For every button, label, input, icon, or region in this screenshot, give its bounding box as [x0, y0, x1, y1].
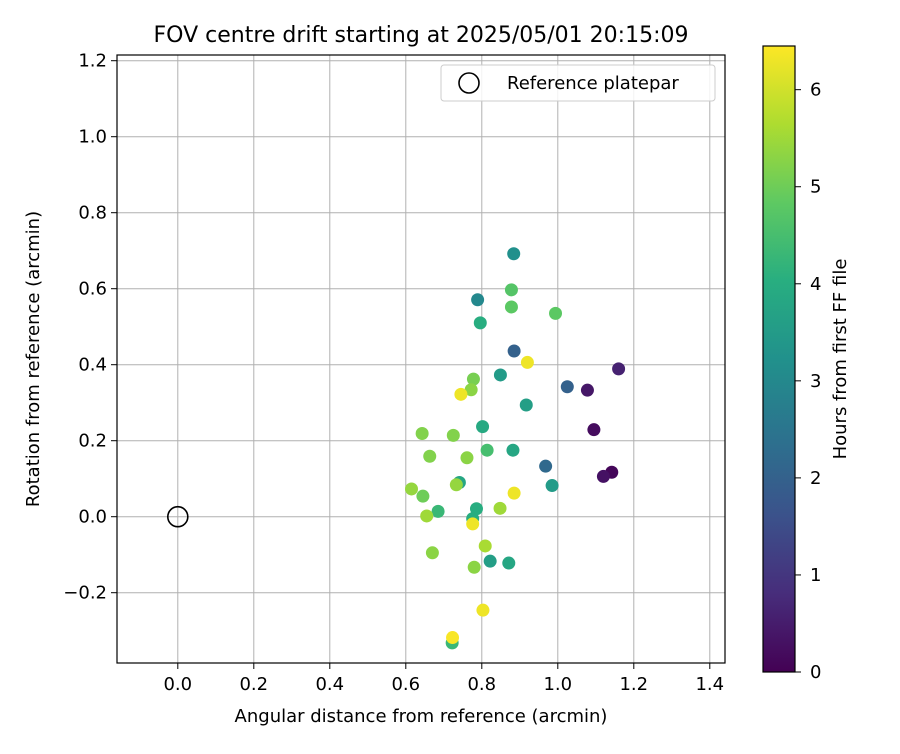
y-tick-label: 0.8	[78, 203, 107, 224]
data-point	[507, 247, 521, 261]
y-axis-ticks: −0.2 0.0 0.2 0.4 0.6 0.8 1.0 1.2	[63, 51, 117, 604]
data-point	[420, 509, 434, 523]
data-point	[520, 355, 534, 369]
data-point	[502, 556, 516, 570]
data-point	[449, 478, 463, 492]
y-tick-label: 0.4	[78, 355, 107, 376]
grid-lines	[117, 55, 725, 663]
data-point	[425, 546, 439, 560]
data-point	[460, 451, 474, 465]
x-tick-label: 0.2	[239, 674, 268, 695]
data-point	[507, 486, 521, 500]
data-point	[473, 316, 487, 330]
colorbar-tick-label: 6	[810, 80, 821, 101]
data-point	[506, 443, 520, 457]
data-point	[539, 459, 553, 473]
x-tick-label: 0.0	[163, 674, 192, 695]
x-tick-label: 0.8	[467, 674, 496, 695]
data-point	[471, 293, 485, 307]
data-point	[446, 428, 460, 442]
colorbar-tick-label: 0	[810, 662, 821, 683]
colorbar-tick-label: 3	[810, 371, 821, 392]
plot-frame	[116, 54, 726, 664]
legend-box	[440, 64, 716, 102]
data-point	[431, 504, 445, 518]
data-point	[612, 362, 626, 376]
data-point	[545, 479, 559, 493]
y-tick-label: 0.0	[78, 507, 107, 528]
y-tick-label: 0.6	[78, 279, 107, 300]
y-axis-label: Rotation from reference (arcmin)	[23, 211, 44, 507]
legend: Reference platepar	[440, 64, 716, 102]
data-point	[587, 423, 601, 437]
legend-marker	[458, 72, 480, 94]
data-point	[560, 380, 574, 394]
colorbar-tick-label: 5	[810, 177, 821, 198]
y-tick-label: 0.2	[78, 431, 107, 452]
x-tick-label: 1.2	[619, 674, 648, 695]
data-point	[467, 560, 481, 574]
data-point	[469, 502, 483, 516]
data-point	[466, 372, 480, 386]
data-point	[423, 449, 437, 463]
colorbar: 0 1 2 3 4 5 6 Hours from first FF file	[762, 45, 851, 683]
data-point	[464, 383, 478, 397]
data-point	[549, 306, 563, 320]
reference-point	[167, 505, 189, 528]
x-tick-label: 0.6	[391, 674, 420, 695]
x-tick-label: 0.4	[315, 674, 344, 695]
data-point	[446, 631, 460, 645]
x-axis-ticks: 0.0 0.2 0.4 0.6 0.8 1.0 1.2 1.4	[163, 663, 724, 695]
data-point	[415, 426, 429, 440]
data-point	[580, 383, 594, 397]
data-point	[405, 482, 418, 496]
data-point	[466, 517, 480, 531]
colorbar-gradient	[762, 45, 796, 673]
y-tick-label: 1.2	[78, 51, 107, 72]
data-point	[476, 420, 490, 434]
colorbar-ticks: 0 1 2 3 4 5 6	[795, 80, 821, 683]
data-point	[507, 344, 521, 358]
data-point	[504, 283, 518, 297]
data-point	[480, 443, 494, 457]
colorbar-tick-label: 4	[810, 274, 821, 295]
data-point	[476, 603, 490, 617]
colorbar-tick-label: 2	[810, 468, 821, 489]
legend-label: Reference platepar	[507, 73, 679, 94]
data-point	[478, 539, 492, 553]
data-point	[483, 554, 497, 568]
x-axis-label: Angular distance from reference (arcmin)	[235, 706, 608, 727]
x-tick-label: 1.0	[543, 674, 572, 695]
data-point	[454, 387, 468, 401]
data-point	[493, 501, 507, 515]
data-point	[416, 489, 430, 503]
data-point	[493, 368, 507, 382]
data-point	[596, 469, 610, 483]
x-tick-label: 1.4	[695, 674, 724, 695]
data-point	[504, 300, 518, 314]
colorbar-label: Hours from first FF file	[830, 259, 851, 460]
data-points	[405, 247, 626, 650]
data-point	[519, 398, 533, 412]
colorbar-tick-label: 1	[810, 565, 821, 586]
y-tick-label: −0.2	[63, 583, 107, 604]
y-tick-label: 1.0	[78, 127, 107, 148]
chart-title: FOV centre drift starting at 2025/05/01 …	[154, 23, 689, 48]
